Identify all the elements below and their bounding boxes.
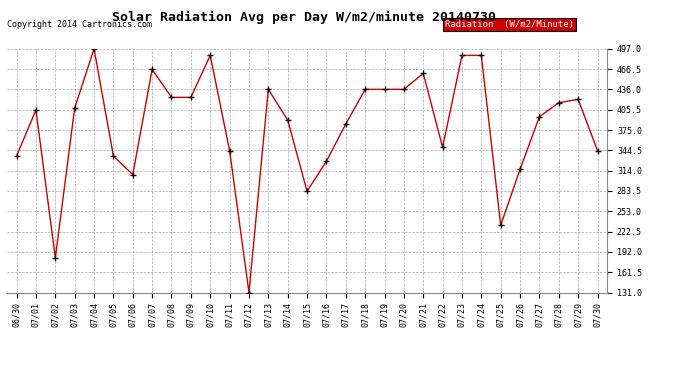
Text: Copyright 2014 Cartronics.com: Copyright 2014 Cartronics.com <box>7 20 152 29</box>
Text: Radiation  (W/m2/Minute): Radiation (W/m2/Minute) <box>445 20 574 29</box>
Text: Solar Radiation Avg per Day W/m2/minute 20140730: Solar Radiation Avg per Day W/m2/minute … <box>112 11 495 24</box>
